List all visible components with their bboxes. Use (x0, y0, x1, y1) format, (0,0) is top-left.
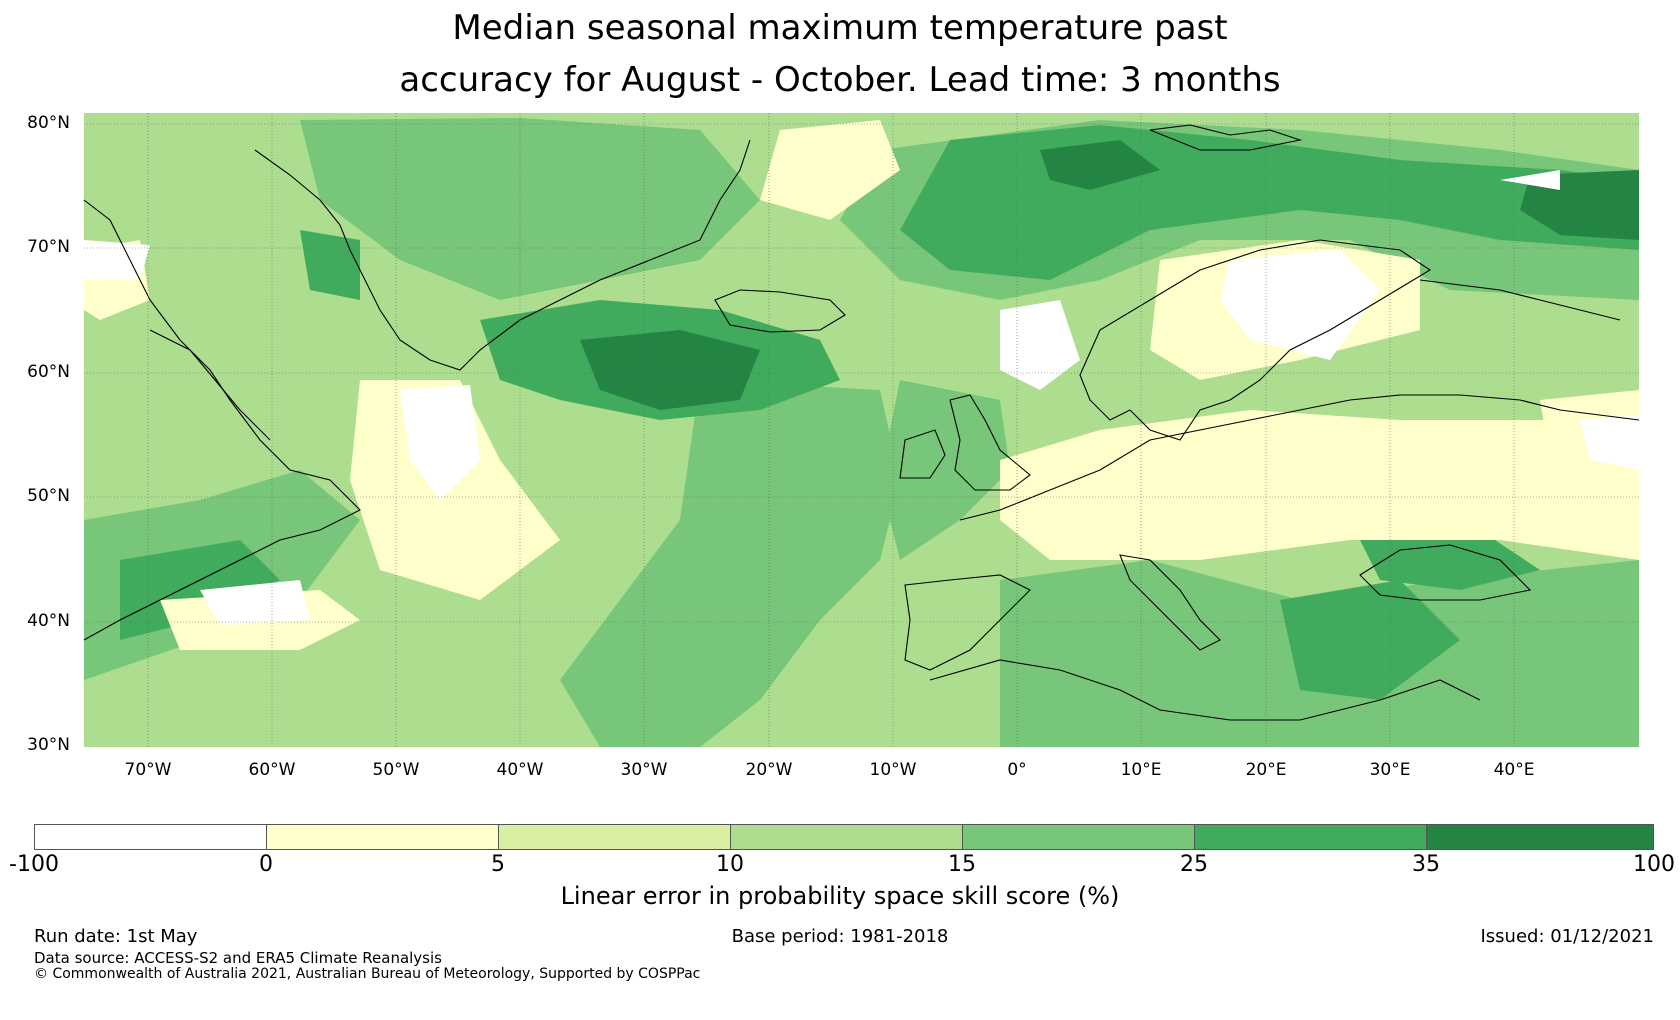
lon-label-60w: 60°W (248, 760, 296, 780)
skill-region-moderate (560, 380, 900, 747)
colorbar-tick-label: 0 (259, 852, 273, 877)
colorbar (34, 824, 1654, 850)
base-period: Base period: 1981-2018 (731, 926, 949, 947)
colorbar-tick-label: -100 (9, 852, 59, 877)
lat-label-70n: 70°N (27, 237, 70, 257)
colorbar-segment-10-15 (731, 825, 963, 849)
coastline-svalbard (1149, 124, 1303, 151)
colorbar-segment-5-10 (499, 825, 731, 849)
graticule (84, 113, 1639, 747)
coastline-iceland (714, 289, 846, 333)
colorbar-tick-label: 25 (1180, 852, 1208, 877)
skill-region-negative (1580, 415, 1639, 470)
colorbar-segment-25-35 (1195, 825, 1427, 849)
coastline-scandinavia (1079, 239, 1432, 441)
skill-region-high (1280, 580, 1460, 700)
map-field (84, 113, 1639, 747)
map-title-line-2: accuracy for August - October. Lead time… (399, 60, 1281, 100)
lon-label-50w: 50°W (372, 760, 420, 780)
lon-label-30e: 30°E (1369, 760, 1411, 780)
colorbar-segment-35-100 (1427, 825, 1653, 849)
lat-label-30n: 30°N (27, 735, 70, 755)
map-title: Median seasonal maximum temperature past… (0, 2, 1680, 106)
lon-label-10w: 10°W (869, 760, 917, 780)
coastline-mediterranean-south (929, 659, 1481, 721)
lon-label-70w: 70°W (124, 760, 172, 780)
coastline-britain (949, 394, 1031, 491)
coastline-iberia (904, 574, 1031, 671)
lon-label-40e: 40°E (1493, 760, 1535, 780)
coastline-russia-north (1419, 279, 1621, 321)
coastlines (83, 124, 1640, 721)
colorbar-tick-label: 15 (948, 852, 976, 877)
skill-region-very-high (1040, 140, 1160, 190)
skill-region-low (760, 120, 900, 220)
coastline-north-america (83, 199, 361, 641)
lat-label-60n: 60°N (27, 362, 70, 382)
skill-region-low (1000, 410, 1639, 560)
skill-region-moderate (300, 118, 760, 300)
skill-region-negative (400, 385, 480, 500)
colorbar-tick-label: 100 (1633, 852, 1675, 877)
lat-label-80n: 80°N (27, 113, 70, 133)
skill-region-negative (200, 580, 310, 625)
lon-label-0: 0° (1007, 760, 1027, 780)
issued-date: Issued: 01/12/2021 (1480, 926, 1654, 947)
coastline-black-sea (1359, 544, 1532, 601)
colorbar-title: Linear error in probability space skill … (560, 882, 1120, 910)
skill-region-very-high (580, 330, 760, 410)
colorbar-segment-negative (35, 825, 267, 849)
lat-label-50n: 50°N (27, 486, 70, 506)
skill-region-high (300, 230, 360, 300)
skill-region-moderate (880, 380, 1010, 560)
copyright-notice: © Commonwealth of Australia 2021, Austra… (34, 966, 701, 982)
run-date: Run date: 1st May (34, 926, 198, 947)
lon-label-20w: 20°W (745, 760, 793, 780)
coastline-greenland (254, 139, 751, 371)
colorbar-tick-label: 5 (491, 852, 505, 877)
skill-region-negative (1500, 170, 1560, 190)
lon-label-10e: 10°E (1120, 760, 1162, 780)
lat-label-40n: 40°N (27, 611, 70, 631)
skill-score-map (83, 113, 1640, 747)
lon-label-40w: 40°W (496, 760, 544, 780)
skill-region-negative (1000, 300, 1080, 390)
coastline-labrador (149, 329, 271, 441)
lon-label-20e: 20°E (1245, 760, 1287, 780)
skill-region-negative (84, 240, 150, 280)
coastline-europe (959, 394, 1640, 521)
colorbar-tick-label: 35 (1412, 852, 1440, 877)
lon-label-30w: 30°W (620, 760, 668, 780)
skill-region-high (1360, 530, 1540, 590)
coastline-italy (1119, 554, 1221, 651)
coastline-ireland (899, 429, 946, 479)
colorbar-segment-15-25 (963, 825, 1195, 849)
skill-region-negative (1220, 250, 1380, 360)
data-source: Data source: ACCESS-S2 and ERA5 Climate … (34, 949, 442, 967)
colorbar-tick-label: 10 (716, 852, 744, 877)
colorbar-segment-0-5 (267, 825, 499, 849)
map-title-line-1: Median seasonal maximum temperature past (452, 8, 1228, 48)
skill-region-low (350, 380, 560, 600)
